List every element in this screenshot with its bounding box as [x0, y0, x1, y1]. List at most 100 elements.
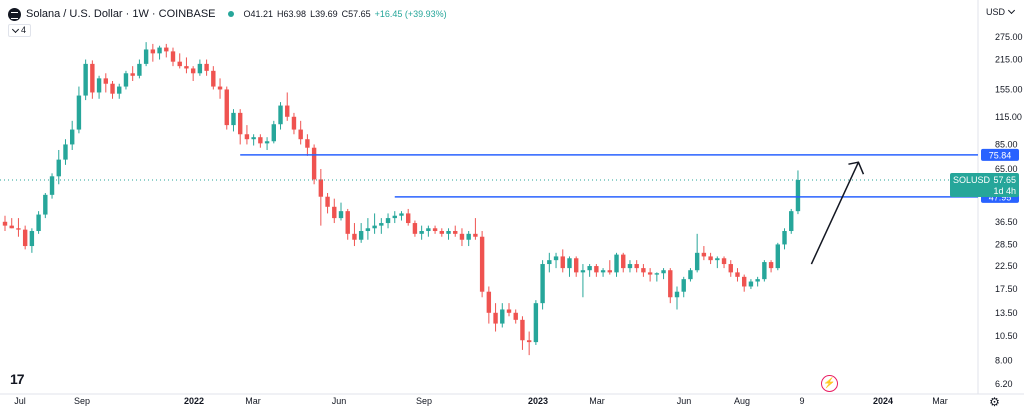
- candle-body[interactable]: [526, 340, 532, 343]
- candle-body[interactable]: [567, 258, 572, 269]
- candle-body[interactable]: [49, 176, 55, 195]
- candle-body[interactable]: [365, 228, 371, 232]
- candle-body[interactable]: [90, 63, 95, 93]
- candle-body[interactable]: [580, 270, 586, 273]
- candle-body[interactable]: [594, 266, 599, 273]
- candle-body[interactable]: [137, 63, 142, 76]
- candle-body[interactable]: [251, 137, 256, 140]
- candle-body[interactable]: [486, 291, 492, 313]
- candle-body[interactable]: [607, 270, 612, 273]
- candle-body[interactable]: [332, 206, 337, 219]
- candle-body[interactable]: [358, 231, 364, 240]
- candle-body[interactable]: [298, 129, 303, 140]
- candle-body[interactable]: [681, 279, 686, 292]
- candle-body[interactable]: [143, 49, 149, 64]
- candle-body[interactable]: [406, 213, 411, 224]
- candle-body[interactable]: [439, 231, 444, 234]
- candle-body[interactable]: [654, 273, 660, 275]
- candle-body[interactable]: [466, 233, 471, 240]
- candle-body[interactable]: [338, 211, 344, 219]
- candle-body[interactable]: [520, 319, 525, 341]
- tradingview-logo-icon[interactable]: 17: [10, 371, 25, 387]
- candle-body[interactable]: [83, 63, 88, 96]
- candle-body[interactable]: [16, 228, 21, 230]
- candle-body[interactable]: [768, 262, 774, 269]
- candle-body[interactable]: [587, 266, 592, 271]
- candle-body[interactable]: [453, 231, 458, 234]
- candle-body[interactable]: [197, 63, 203, 74]
- candle-body[interactable]: [500, 309, 505, 324]
- candle-body[interactable]: [755, 279, 760, 282]
- candle-body[interactable]: [795, 179, 801, 212]
- candle-body[interactable]: [385, 218, 391, 224]
- candle-body[interactable]: [150, 49, 156, 54]
- candle-body[interactable]: [2, 221, 8, 226]
- candle-body[interactable]: [742, 276, 747, 287]
- candle-body[interactable]: [231, 112, 236, 126]
- candle-body[interactable]: [432, 228, 438, 232]
- candle-body[interactable]: [412, 223, 418, 234]
- candle-body[interactable]: [76, 95, 82, 130]
- candle-body[interactable]: [379, 223, 384, 226]
- candle-body[interactable]: [506, 309, 512, 313]
- candle-body[interactable]: [614, 254, 619, 273]
- candle-body[interactable]: [130, 73, 135, 76]
- candle-body[interactable]: [103, 78, 108, 84]
- candle-body[interactable]: [177, 61, 182, 67]
- candle-body[interactable]: [419, 231, 424, 234]
- candle-body[interactable]: [748, 281, 754, 287]
- candle-body[interactable]: [22, 229, 28, 247]
- candle-body[interactable]: [647, 272, 653, 275]
- symbol-title[interactable]: Solana / U.S. Dollar · 1W · COINBASE: [26, 8, 216, 20]
- candle-body[interactable]: [446, 231, 451, 234]
- candle-body[interactable]: [688, 270, 693, 280]
- candle-body[interactable]: [426, 228, 431, 232]
- candle-body[interactable]: [238, 112, 243, 135]
- candle-body[interactable]: [627, 264, 633, 269]
- trend-arrow-line[interactable]: [810, 161, 860, 265]
- candle-body[interactable]: [479, 236, 485, 292]
- candle-body[interactable]: [36, 214, 41, 232]
- candle-body[interactable]: [264, 141, 270, 144]
- candle-body[interactable]: [789, 211, 794, 232]
- candle-body[interactable]: [668, 270, 673, 298]
- candle-body[interactable]: [782, 231, 787, 245]
- candle-body[interactable]: [190, 68, 196, 74]
- candle-body[interactable]: [305, 139, 310, 148]
- candle-body[interactable]: [224, 89, 229, 126]
- candle-body[interactable]: [634, 264, 639, 269]
- candle-body[interactable]: [9, 225, 14, 229]
- candle-body[interactable]: [110, 83, 115, 94]
- candle-body[interactable]: [547, 260, 552, 265]
- candle-body[interactable]: [775, 244, 780, 269]
- candle-body[interactable]: [473, 233, 478, 237]
- candle-body[interactable]: [694, 252, 700, 271]
- candle-body[interactable]: [715, 258, 720, 261]
- candle-body[interactable]: [29, 231, 35, 247]
- candle-body[interactable]: [43, 194, 48, 215]
- candle-body[interactable]: [318, 179, 324, 197]
- candle-body[interactable]: [211, 70, 216, 87]
- currency-select[interactable]: USD: [986, 6, 1016, 17]
- candle-body[interactable]: [184, 66, 189, 69]
- gear-icon[interactable]: ⚙: [989, 395, 1000, 409]
- candle-body[interactable]: [372, 225, 377, 229]
- candle-body[interactable]: [96, 78, 102, 93]
- candle-body[interactable]: [352, 233, 357, 240]
- candle-body[interactable]: [56, 159, 61, 177]
- candle-body[interactable]: [244, 134, 250, 140]
- candle-body[interactable]: [600, 270, 606, 273]
- candle-body[interactable]: [762, 262, 767, 280]
- candle-body[interactable]: [217, 86, 223, 90]
- candle-body[interactable]: [271, 124, 276, 142]
- candle-body[interactable]: [117, 86, 122, 94]
- candle-body[interactable]: [164, 47, 169, 52]
- candle-body[interactable]: [285, 105, 290, 117]
- candle-body[interactable]: [701, 252, 707, 257]
- candle-body[interactable]: [621, 254, 626, 269]
- candle-body[interactable]: [392, 215, 397, 219]
- candle-body[interactable]: [311, 147, 317, 180]
- candle-body[interactable]: [533, 303, 539, 343]
- candle-body[interactable]: [493, 312, 498, 324]
